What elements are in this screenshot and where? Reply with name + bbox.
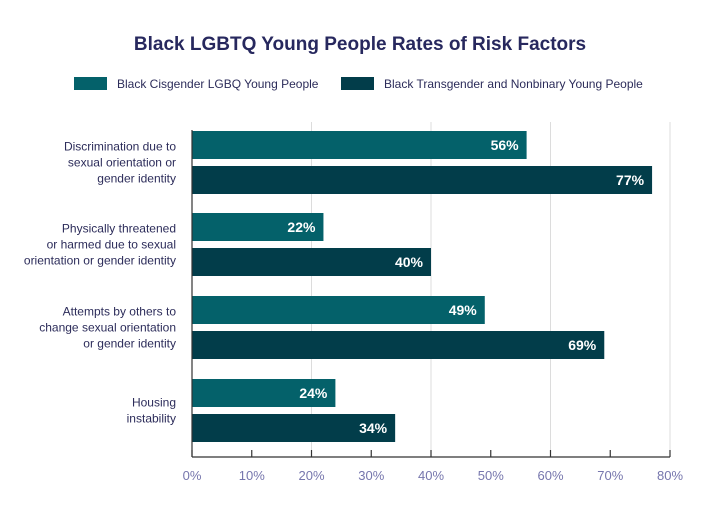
data-label: 22% [287, 219, 316, 235]
data-label: 56% [491, 137, 520, 153]
category-label: gender identity [97, 172, 176, 186]
category-label: Housing [132, 396, 176, 410]
tick-label: 60% [537, 468, 563, 483]
category-label: orientation or gender identity [24, 254, 176, 268]
legend-swatch [341, 77, 374, 90]
data-label: 34% [359, 420, 388, 436]
bar [192, 213, 324, 241]
tick-label: 80% [657, 468, 683, 483]
legend: Black Cisgender LGBQ Young People Black T… [74, 77, 643, 91]
tick-label: 40% [418, 468, 444, 483]
tick-label: 20% [298, 468, 324, 483]
bar [192, 331, 605, 359]
tick-label: 30% [358, 468, 384, 483]
category-label: Attempts by others to [63, 305, 177, 319]
tick-label: 70% [597, 468, 623, 483]
data-label: 69% [568, 337, 597, 353]
category-label: or harmed due to sexual [47, 238, 176, 252]
chart-title: Black LGBTQ Young People Rates of Risk F… [134, 34, 586, 55]
category-label: sexual orientation or [68, 156, 176, 170]
category-label: or gender identity [83, 337, 176, 351]
bar [192, 379, 336, 407]
tick-label: 0% [183, 468, 202, 483]
bar [192, 166, 653, 194]
legend-swatch [74, 77, 107, 90]
category-label: instability [127, 412, 176, 426]
data-label: 24% [299, 385, 328, 401]
tick-label: 10% [239, 468, 265, 483]
data-label: 49% [449, 302, 478, 318]
x-axis: 0% 10% 20% 30% 40% 50% 60% 70% 80% [183, 130, 683, 483]
category-labels: Discrimination due to sexual orientation … [24, 140, 176, 426]
legend-label: Black Cisgender LGBQ Young People [117, 77, 319, 91]
category-label: Discrimination due to [64, 140, 176, 154]
bar [192, 131, 527, 159]
tick-label: 50% [478, 468, 504, 483]
category-label: change sexual orientation [39, 321, 176, 335]
bars: 56% 77% 22% 40% 49% 69% 24% 34% [192, 131, 653, 442]
bar [192, 248, 431, 276]
bar [192, 296, 485, 324]
data-label: 40% [395, 254, 424, 270]
category-label: Physically threatened [62, 222, 176, 236]
legend-label: Black Transgender and Nonbinary Young Pe… [384, 77, 643, 91]
bar [192, 414, 396, 442]
data-label: 77% [616, 172, 645, 188]
